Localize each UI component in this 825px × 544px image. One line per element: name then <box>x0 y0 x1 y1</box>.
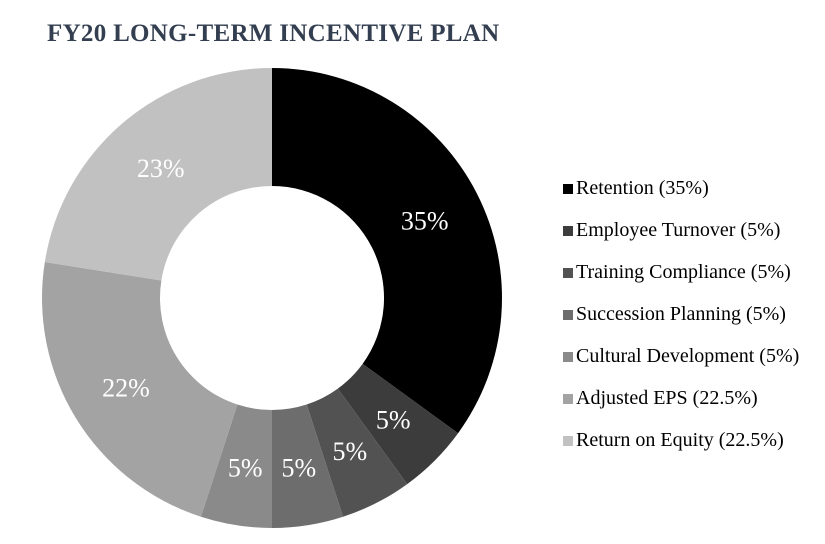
legend-item: Retention (35%) <box>563 177 799 200</box>
legend-item: Cultural Development (5%) <box>563 345 799 368</box>
donut-segment-return-on-equity <box>44 68 272 281</box>
donut-segment-employee-turnover <box>337 363 459 485</box>
donut-segment-retention <box>272 68 502 434</box>
chart-title: FY20 LONG-TERM INCENTIVE PLAN <box>47 20 500 47</box>
segment-value-label: 5% <box>281 453 316 482</box>
legend-swatch-icon <box>563 351 573 362</box>
legend-item: Employee Turnover (5%) <box>563 219 799 242</box>
segment-value-label: 35% <box>401 206 449 235</box>
segment-value-label: 5% <box>332 437 367 466</box>
legend-item: Training Compliance (5%) <box>563 261 799 284</box>
segment-value-label: 5% <box>376 405 411 434</box>
legend-swatch-icon <box>563 267 573 278</box>
legend-label: Return on Equity (22.5%) <box>576 429 784 451</box>
legend-swatch-icon <box>563 309 573 320</box>
donut-segment-cultural-development <box>200 404 272 528</box>
donut-segment-adjusted-eps <box>41 262 238 517</box>
legend-swatch-icon <box>563 393 573 404</box>
donut-segment-succession-planning <box>272 404 344 528</box>
legend-label: Succession Planning (5%) <box>576 303 786 325</box>
legend-item: Return on Equity (22.5%) <box>563 429 799 452</box>
legend-label: Adjusted EPS (22.5%) <box>576 387 758 409</box>
segment-value-label: 5% <box>228 453 263 482</box>
legend-swatch-icon <box>563 435 573 446</box>
donut-segment-training-compliance <box>306 388 408 517</box>
legend-label: Employee Turnover (5%) <box>576 219 781 241</box>
legend-item: Adjusted EPS (22.5%) <box>563 387 799 410</box>
segment-value-label: 22% <box>102 374 150 403</box>
legend-swatch-icon <box>563 225 573 236</box>
legend-label: Training Compliance (5%) <box>576 261 791 283</box>
segment-value-label: 23% <box>137 154 185 183</box>
legend-swatch-icon <box>563 183 573 194</box>
chart-legend: Retention (35%) Employee Turnover (5%) Tra… <box>563 177 799 452</box>
legend-item: Succession Planning (5%) <box>563 303 799 326</box>
legend-label: Cultural Development (5%) <box>576 345 800 367</box>
legend-label: Retention (35%) <box>576 177 709 199</box>
